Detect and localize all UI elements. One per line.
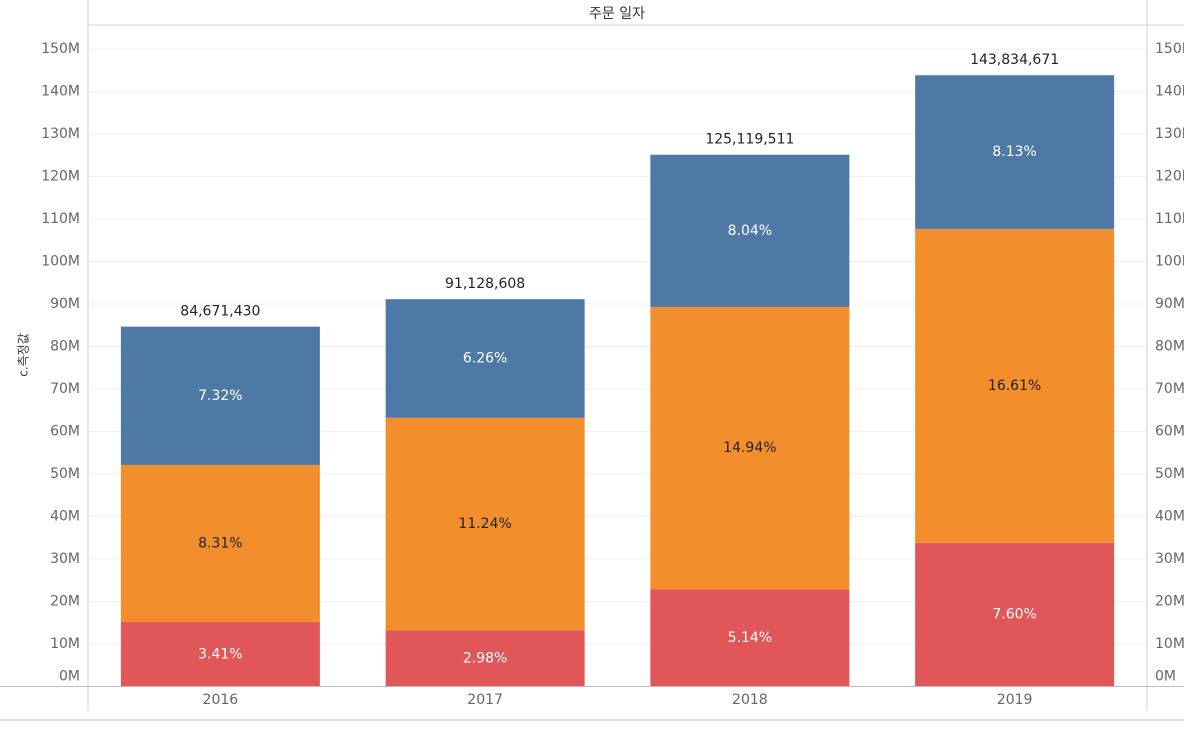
y-axis-label: c.측정값: [17, 333, 31, 377]
y-tick-label: 0M: [59, 669, 80, 685]
y-tick-label: 120M: [41, 169, 80, 185]
y2-tick-label: 100M: [1155, 254, 1184, 270]
y-tick-label: 110M: [41, 211, 80, 227]
header: 주문 일자: [589, 6, 645, 22]
data-label: 16.61%: [988, 378, 1041, 394]
bar-segment: [385, 417, 585, 631]
y-tick-label: 30M: [50, 551, 80, 567]
y-tick-label: 100M: [41, 254, 80, 270]
x-tick-label: 2016: [203, 692, 239, 708]
data-label: 2.98%: [463, 650, 507, 666]
total-label: 125,119,511: [705, 132, 794, 148]
bar-segment: [915, 228, 1115, 543]
y-tick-label: 150M: [41, 41, 80, 57]
data-label: 7.60%: [992, 607, 1036, 623]
data-label: 6.26%: [463, 350, 507, 366]
y2-tick-label: 60M: [1155, 424, 1184, 440]
data-label: 7.32%: [198, 388, 242, 404]
y-tick-label: 130M: [41, 126, 80, 142]
x-tick-label: 2018: [732, 692, 768, 708]
data-label: 14.94%: [723, 440, 776, 456]
data-label: 11.24%: [458, 516, 511, 532]
total-label: 91,128,608: [445, 276, 525, 292]
bar-segment: [120, 464, 320, 623]
total-label: 84,671,430: [180, 304, 260, 320]
data-label: 8.04%: [728, 223, 772, 239]
bar-segment: [120, 622, 320, 687]
y2-tick-label: 130M: [1155, 126, 1184, 142]
y2-tick-label: 30M: [1155, 551, 1184, 567]
y-tick-label: 20M: [50, 594, 80, 610]
bar-segment: [650, 154, 850, 307]
data-label: 3.41%: [198, 646, 242, 662]
x-tick-label: 2017: [467, 692, 503, 708]
y2-tick-label: 0M: [1155, 669, 1176, 685]
x-tick-label: 2019: [997, 692, 1033, 708]
y-tick-label: 90M: [50, 296, 80, 312]
y2-tick-label: 20M: [1155, 594, 1184, 610]
y-tick-label: 60M: [50, 424, 80, 440]
y-tick-label: 140M: [41, 84, 80, 100]
data-label: 8.31%: [198, 535, 242, 551]
y2-tick-label: 10M: [1155, 636, 1184, 652]
y2-tick-label: 150M: [1155, 41, 1184, 57]
y2-tick-label: 50M: [1155, 466, 1184, 482]
y2-tick-label: 120M: [1155, 169, 1184, 185]
data-label: 8.13%: [992, 144, 1036, 160]
bar-segment: [120, 326, 320, 465]
y2-tick-label: 140M: [1155, 84, 1184, 100]
y-tick-label: 70M: [50, 381, 80, 397]
bar-segment: [650, 306, 850, 590]
y2-tick-label: 90M: [1155, 296, 1184, 312]
y-tick-label: 80M: [50, 339, 80, 355]
bar-segment: [385, 299, 585, 418]
data-label: 5.14%: [728, 630, 772, 646]
y-tick-label: 10M: [50, 636, 80, 652]
bar-segment: [915, 542, 1115, 687]
y-tick-label: 50M: [50, 466, 80, 482]
bar-segment: [385, 630, 585, 687]
y2-tick-label: 110M: [1155, 211, 1184, 227]
bar-segment: [650, 589, 850, 687]
y2-tick-label: 70M: [1155, 381, 1184, 397]
y2-tick-label: 40M: [1155, 509, 1184, 525]
y-tick-label: 40M: [50, 509, 80, 525]
total-label: 143,834,671: [970, 52, 1059, 68]
bar-segment: [915, 75, 1115, 229]
y2-tick-label: 80M: [1155, 339, 1184, 355]
